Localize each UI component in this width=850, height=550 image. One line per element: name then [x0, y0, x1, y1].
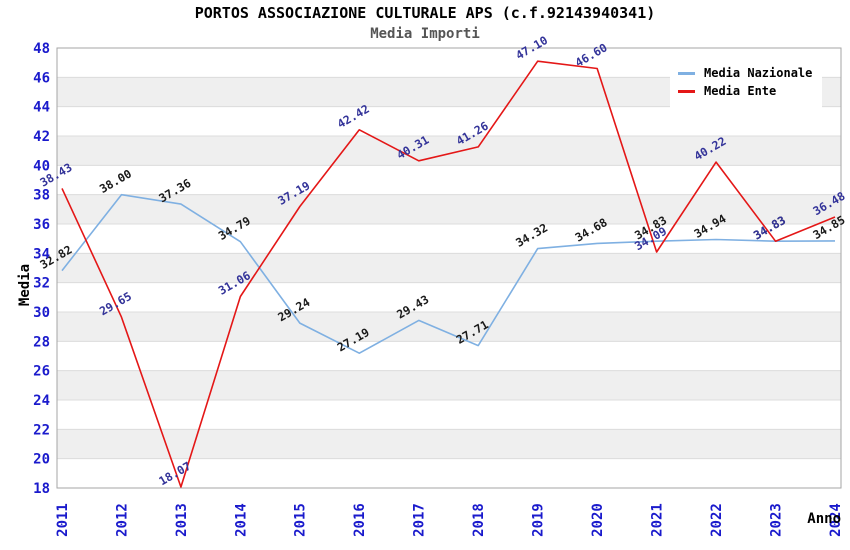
x-tick-label: 2013 [174, 503, 190, 537]
y-tick-label: 26 [33, 364, 50, 380]
series-line-media-nazionale [61, 193, 836, 355]
x-tick-label: 2021 [650, 503, 666, 537]
x-tick-label: 2022 [709, 503, 725, 537]
y-tick-label: 42 [33, 129, 50, 145]
x-tick-label: 2016 [352, 503, 368, 537]
x-tick-label: 2015 [293, 503, 309, 537]
y-tick-label: 28 [33, 334, 50, 350]
x-tick-label: 2014 [233, 503, 249, 537]
y-tick-label: 32 [33, 276, 50, 292]
legend-item-media-ente: Media Ente [678, 84, 814, 98]
plot-band [57, 136, 841, 166]
y-tick-label: 44 [33, 100, 50, 116]
y-tick-label: 24 [33, 393, 50, 409]
y-tick-label: 36 [33, 217, 50, 233]
y-tick-label: 18 [33, 481, 50, 497]
x-tick-label: 2020 [590, 503, 606, 537]
series-line-media-ente [61, 60, 836, 488]
x-tick-label: 2011 [55, 503, 71, 537]
plot-band [57, 370, 841, 400]
y-tick-label: 30 [33, 305, 50, 321]
y-tick-label: 48 [33, 41, 50, 57]
y-tick-label: 34 [33, 246, 50, 262]
y-tick-label: 40 [33, 158, 50, 174]
x-tick-label: 2012 [114, 503, 130, 537]
x-tick-label: 2017 [412, 503, 428, 537]
point-label: 38.00 [97, 166, 134, 195]
x-tick-label: 2024 [828, 503, 844, 537]
point-label: 47.10 [513, 33, 550, 62]
legend-label: Media Nazionale [704, 66, 813, 80]
y-axis-title: Media [17, 264, 33, 306]
plot-band [57, 312, 841, 342]
legend: Media Nazionale Media Ente [670, 55, 822, 109]
plot-border [56, 47, 842, 489]
x-axis-title: Anno [807, 511, 841, 527]
y-tick-label: 38 [33, 188, 50, 204]
x-tick-label: 2023 [768, 503, 784, 537]
x-tick-label: 2019 [531, 503, 547, 537]
y-tick-label: 46 [33, 70, 50, 86]
x-tick-label: 2018 [471, 503, 487, 537]
plot-band [57, 253, 841, 283]
point-label: 34.32 [513, 220, 550, 249]
point-label: 18.07 [156, 459, 193, 488]
plot-band [57, 429, 841, 459]
chart-title: PORTOS ASSOCIAZIONE CULTURALE APS (c.f.9… [194, 4, 656, 22]
point-label: 46.60 [573, 40, 610, 69]
legend-swatch-icon [678, 71, 695, 75]
chart-subtitle: Media Importi [370, 26, 480, 42]
y-tick-label: 22 [33, 422, 50, 438]
legend-item-media-nazionale: Media Nazionale [678, 66, 814, 80]
legend-label: Media Ente [704, 84, 777, 98]
y-tick-label: 20 [33, 452, 50, 468]
plot-band [57, 194, 841, 224]
legend-swatch-icon [678, 89, 695, 93]
